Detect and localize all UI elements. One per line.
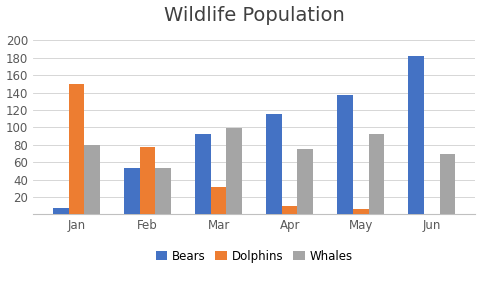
Legend: Bears, Dolphins, Whales: Bears, Dolphins, Whales	[156, 250, 352, 263]
Bar	[226, 128, 241, 214]
Bar	[195, 134, 210, 214]
Bar	[84, 145, 100, 214]
Bar	[368, 134, 384, 214]
Bar	[69, 84, 84, 214]
Bar	[281, 206, 297, 214]
Bar	[297, 149, 312, 214]
Bar	[439, 153, 455, 214]
Bar	[139, 147, 155, 214]
Bar	[155, 168, 170, 214]
Bar	[210, 188, 226, 214]
Bar	[53, 208, 69, 214]
Title: Wildlife Population: Wildlife Population	[163, 5, 344, 25]
Bar	[124, 168, 139, 214]
Bar	[336, 95, 352, 214]
Bar	[265, 114, 281, 214]
Bar	[352, 209, 368, 214]
Bar	[408, 56, 423, 214]
